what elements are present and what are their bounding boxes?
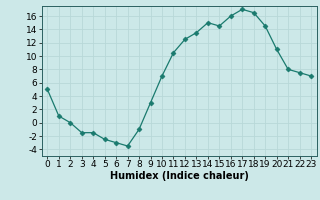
X-axis label: Humidex (Indice chaleur): Humidex (Indice chaleur)	[110, 171, 249, 181]
